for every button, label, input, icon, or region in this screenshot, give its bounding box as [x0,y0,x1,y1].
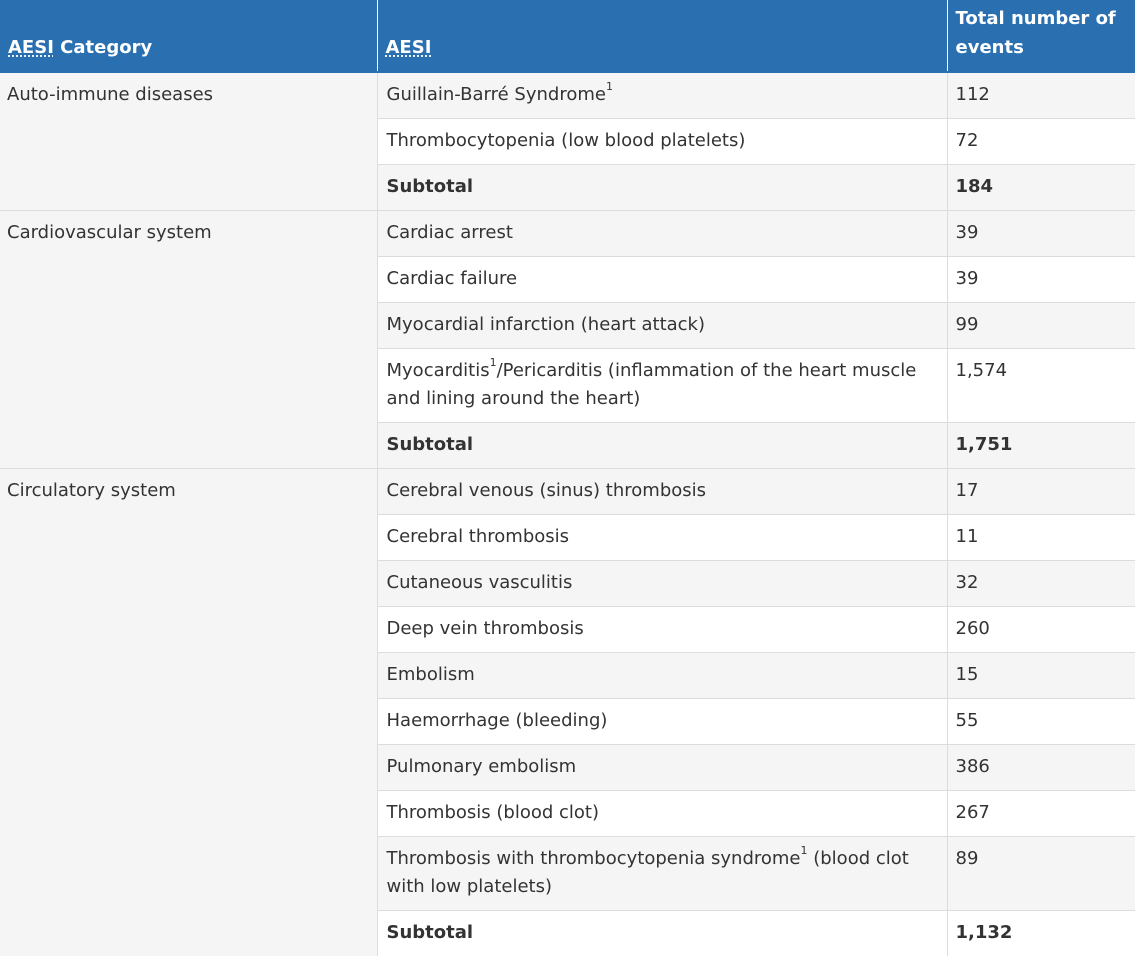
subtotal-value: 1,132 [947,911,1135,956]
aesi-cell: Myocarditis1/Pericarditis (inflammation … [377,349,947,423]
aesi-cell: Cutaneous vasculitis [377,561,947,607]
aesi-cell: Pulmonary embolism [377,745,947,791]
aesi-label: Cardiac arrest [387,222,513,243]
event-count-cell: 99 [947,303,1135,349]
event-count-cell: 11 [947,515,1135,561]
category-cell: Auto-immune diseases [0,72,377,211]
header-category-label: Category [54,37,152,58]
category-cell: Cardiovascular system [0,211,377,469]
subtotal-label: Subtotal [377,911,947,956]
aesi-label: Thrombosis (blood clot) [387,802,599,823]
aesi-label: Cerebral venous (sinus) thrombosis [387,480,707,501]
event-count-cell: 267 [947,791,1135,837]
aesi-cell: Deep vein thrombosis [377,607,947,653]
event-count-cell: 32 [947,561,1135,607]
event-count-cell: 15 [947,653,1135,699]
event-count-cell: 1,574 [947,349,1135,423]
aesi-label: Deep vein thrombosis [387,618,584,639]
event-count-cell: 89 [947,837,1135,911]
aesi-abbreviation[interactable]: AESI [386,37,432,58]
aesi-cell: Myocardial infarction (heart attack) [377,303,947,349]
footnote-marker[interactable]: 1 [801,844,808,857]
aesi-label: Cerebral thrombosis [387,526,570,547]
event-count-cell: 55 [947,699,1135,745]
event-count-cell: 386 [947,745,1135,791]
aesi-label: Haemorrhage (bleeding) [387,710,608,731]
aesi-cell: Haemorrhage (bleeding) [377,699,947,745]
category-cell: Circulatory system [0,469,377,956]
subtotal-value: 1,751 [947,423,1135,469]
event-count-cell: 39 [947,211,1135,257]
footnote-marker[interactable]: 1 [606,80,613,93]
subtotal-label: Subtotal [377,165,947,211]
aesi-cell: Cerebral thrombosis [377,515,947,561]
event-count-cell: 112 [947,72,1135,119]
event-count-cell: 39 [947,257,1135,303]
table-header-row: AESI Category AESI Total number of event… [0,0,1135,72]
aesi-label: Myocardial infarction (heart attack) [387,314,706,335]
aesi-label: Pulmonary embolism [387,756,577,777]
header-aesi-category: AESI Category [0,0,377,72]
aesi-cell: Thrombosis (blood clot) [377,791,947,837]
aesi-cell: Cardiac failure [377,257,947,303]
event-count-cell: 17 [947,469,1135,515]
aesi-abbreviation[interactable]: AESI [8,37,54,58]
aesi-label: Thrombocytopenia (low blood platelets) [387,130,746,151]
header-aesi: AESI [377,0,947,72]
aesi-cell: Guillain-Barré Syndrome1 [377,72,947,119]
aesi-cell: Thrombosis with thrombocytopenia syndrom… [377,837,947,911]
aesi-label: Cutaneous vasculitis [387,572,573,593]
event-count-cell: 260 [947,607,1135,653]
subtotal-value: 184 [947,165,1135,211]
event-count-cell: 72 [947,119,1135,165]
aesi-cell: Embolism [377,653,947,699]
header-total-events: Total number of events [947,0,1135,72]
aesi-cell: Cardiac arrest [377,211,947,257]
aesi-label: Myocarditis [387,360,490,381]
aesi-label: Guillain-Barré Syndrome [387,84,606,105]
aesi-cell: Cerebral venous (sinus) thrombosis [377,469,947,515]
aesi-label: Thrombosis with thrombocytopenia syndrom… [387,848,801,869]
aesi-label: Cardiac failure [387,268,518,289]
footnote-marker[interactable]: 1 [490,356,497,369]
aesi-label: Embolism [387,664,475,685]
aesi-cell: Thrombocytopenia (low blood platelets) [377,119,947,165]
subtotal-label: Subtotal [377,423,947,469]
